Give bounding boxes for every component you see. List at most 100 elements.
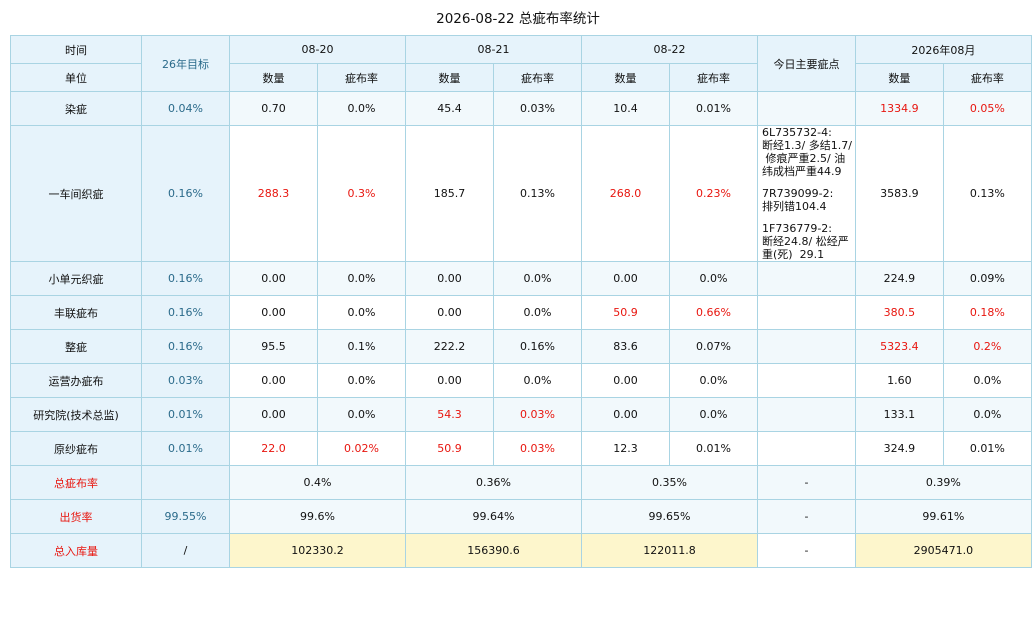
rate-cell: 0.0% xyxy=(493,261,582,296)
qty-cell: 0.00 xyxy=(229,261,318,296)
rate-cell: 0.3% xyxy=(317,125,406,262)
date-header-1: 08-21 xyxy=(405,35,582,64)
row-target: 0.03% xyxy=(141,363,230,398)
month-rate-cell: 0.2% xyxy=(942,329,1032,364)
rate-cell: 0.1% xyxy=(317,329,406,364)
month-qty-cell: 1334.9 xyxy=(854,91,944,126)
note-line: 排列错104.4 xyxy=(762,200,827,213)
rate-cell: 0.0% xyxy=(669,397,758,432)
row-target: 0.16% xyxy=(141,125,230,262)
summary-notes: - xyxy=(757,499,856,534)
notes-cell: 6L735732-4: 断经1.3/ 多结1.7/ 修痕严重2.5/ 油 纬成档… xyxy=(757,125,856,262)
unit-header: 单位 xyxy=(10,63,142,92)
month-qty-cell: 380.5 xyxy=(854,295,944,330)
row-target: 0.01% xyxy=(141,431,230,466)
summary-row: 总入库量 / 102330.2 156390.6 122011.8 - 2905… xyxy=(10,533,1032,568)
month-qty-cell: 133.1 xyxy=(854,397,944,432)
rate-cell: 0.66% xyxy=(669,295,758,330)
header-row-units: 单位 数量 疵布率 数量 疵布率 数量 疵布率 数量 疵布率 xyxy=(10,63,1032,92)
month-rate-cell: 0.05% xyxy=(942,91,1032,126)
rate-header: 疵布率 xyxy=(493,63,582,92)
row-label: 小单元织疵 xyxy=(10,261,142,296)
summary-value: 99.64% xyxy=(405,499,582,534)
rate-cell: 0.03% xyxy=(493,431,582,466)
summary-row: 出货率 99.55% 99.6% 99.64% 99.65% - 99.61% xyxy=(10,499,1032,534)
summary-value: 122011.8 xyxy=(581,533,758,568)
summary-label: 出货率 xyxy=(10,499,142,534)
month-rate-cell: 0.18% xyxy=(942,295,1032,330)
month-rate-cell: 0.13% xyxy=(942,125,1032,262)
row-label: 原纱疵布 xyxy=(10,431,142,466)
rate-header: 疵布率 xyxy=(317,63,406,92)
qty-header: 数量 xyxy=(854,63,944,92)
qty-cell: 10.4 xyxy=(581,91,670,126)
month-rate-cell: 0.09% xyxy=(942,261,1032,296)
row-target: 0.04% xyxy=(141,91,230,126)
qty-cell: 50.9 xyxy=(581,295,670,330)
row-label: 染疵 xyxy=(10,91,142,126)
rate-cell: 0.0% xyxy=(669,261,758,296)
qty-cell: 0.00 xyxy=(581,261,670,296)
rate-header: 疵布率 xyxy=(942,63,1032,92)
rate-cell: 0.01% xyxy=(669,91,758,126)
summary-value: 99.6% xyxy=(229,499,406,534)
row-target: 0.01% xyxy=(141,397,230,432)
qty-cell: 0.00 xyxy=(405,261,494,296)
qty-cell: 0.00 xyxy=(229,363,318,398)
row-label: 一车间织疵 xyxy=(10,125,142,262)
qty-header: 数量 xyxy=(405,63,494,92)
table-row: 运营办疵布 0.03% 0.00 0.0% 0.00 0.0% 0.00 0.0… xyxy=(10,363,1032,398)
rate-cell: 0.16% xyxy=(493,329,582,364)
rate-cell: 0.0% xyxy=(317,295,406,330)
summary-value: 0.4% xyxy=(229,465,406,500)
qty-cell: 0.00 xyxy=(229,295,318,330)
summary-row: 总疵布率 0.4% 0.36% 0.35% - 0.39% xyxy=(10,465,1032,500)
note-line: 修痕严重2.5/ 油 xyxy=(762,152,846,165)
summary-notes: - xyxy=(757,533,856,568)
table-row: 丰联疵布 0.16% 0.00 0.0% 0.00 0.0% 50.9 0.66… xyxy=(10,295,1032,330)
notes-cell xyxy=(757,397,856,432)
qty-cell: 0.70 xyxy=(229,91,318,126)
rate-cell: 0.0% xyxy=(317,261,406,296)
qty-cell: 12.3 xyxy=(581,431,670,466)
date-header-2: 08-22 xyxy=(581,35,758,64)
table-row: 原纱疵布 0.01% 22.0 0.02% 50.9 0.03% 12.3 0.… xyxy=(10,431,1032,466)
rate-cell: 0.13% xyxy=(493,125,582,262)
target-header: 26年目标 xyxy=(141,35,230,92)
defect-note: 7R739099-2: 排列错104.4 xyxy=(762,187,852,213)
qty-cell: 288.3 xyxy=(229,125,318,262)
qty-cell: 83.6 xyxy=(581,329,670,364)
date-header-0: 08-20 xyxy=(229,35,406,64)
summary-value: 0.36% xyxy=(405,465,582,500)
rate-cell: 0.23% xyxy=(669,125,758,262)
qty-cell: 0.00 xyxy=(229,397,318,432)
qty-cell: 0.00 xyxy=(581,363,670,398)
notes-cell xyxy=(757,91,856,126)
defect-rate-table: 时间 26年目标 08-20 08-21 08-22 今日主要疵点 2026年0… xyxy=(10,35,1032,568)
note-line: 重(死) 29.1 xyxy=(762,248,825,261)
qty-cell: 45.4 xyxy=(405,91,494,126)
table-row: 整疵 0.16% 95.5 0.1% 222.2 0.16% 83.6 0.07… xyxy=(10,329,1032,364)
table-row: 染疵 0.04% 0.70 0.0% 45.4 0.03% 10.4 0.01%… xyxy=(10,91,1032,126)
qty-header: 数量 xyxy=(229,63,318,92)
row-label: 丰联疵布 xyxy=(10,295,142,330)
month-qty-cell: 1.60 xyxy=(854,363,944,398)
row-target: 0.16% xyxy=(141,329,230,364)
rate-header: 疵布率 xyxy=(669,63,758,92)
row-label: 整疵 xyxy=(10,329,142,364)
qty-cell: 22.0 xyxy=(229,431,318,466)
note-line: 7R739099-2: xyxy=(762,187,834,200)
summary-value: 102330.2 xyxy=(229,533,406,568)
note-line: 6L735732-4: xyxy=(762,126,832,140)
qty-cell: 0.00 xyxy=(405,295,494,330)
notes-header: 今日主要疵点 xyxy=(757,35,856,92)
rate-cell: 0.07% xyxy=(669,329,758,364)
summary-target xyxy=(141,465,230,500)
note-line: 断经24.8/ 松经严 xyxy=(762,235,849,248)
rate-cell: 0.0% xyxy=(317,397,406,432)
note-line: 断经1.3/ 多结1.7/ xyxy=(762,139,852,152)
table-row: 小单元织疵 0.16% 0.00 0.0% 0.00 0.0% 0.00 0.0… xyxy=(10,261,1032,296)
summary-month-value: 0.39% xyxy=(854,465,1032,500)
summary-notes: - xyxy=(757,465,856,500)
rate-cell: 0.0% xyxy=(669,363,758,398)
